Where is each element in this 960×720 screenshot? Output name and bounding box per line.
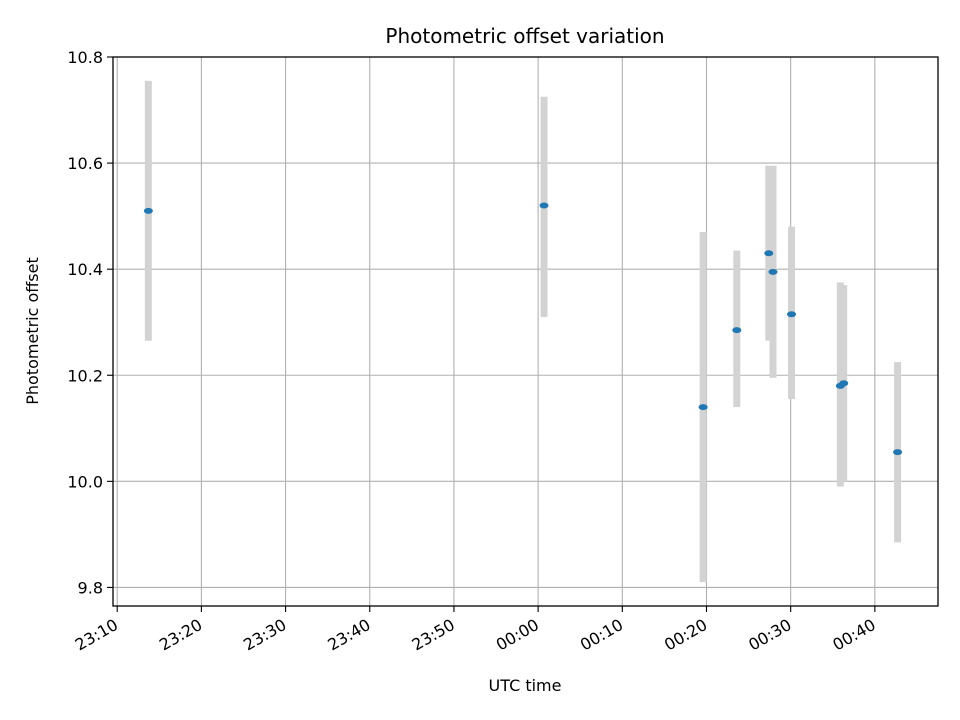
plot-area-frame [112, 56, 939, 607]
data-point [787, 311, 797, 318]
data-point [698, 404, 708, 411]
data-point [732, 327, 742, 334]
data-points [143, 202, 903, 456]
y-tick-label: 10.2 [67, 366, 103, 385]
y-tick-label: 10.4 [67, 260, 103, 279]
data-point [893, 449, 903, 456]
data-point [764, 250, 774, 257]
y-tick-label: 10.8 [67, 48, 103, 67]
chart-title: Photometric offset variation [385, 24, 664, 48]
y-tick-label: 9.8 [78, 578, 103, 597]
y-tick-label: 10.0 [67, 472, 103, 491]
x-axis-label: UTC time [489, 676, 562, 695]
y-axis-label: Photometric offset [23, 257, 42, 405]
data-point [839, 380, 849, 387]
data-point [768, 268, 778, 275]
data-point [539, 202, 549, 209]
data-point [143, 207, 153, 214]
y-tick-label: 10.6 [67, 154, 103, 173]
y-axis-ticks: 9.8 10.0 10.2 10.4 10.6 10.8 [67, 48, 113, 597]
grid-lines [113, 56, 938, 606]
